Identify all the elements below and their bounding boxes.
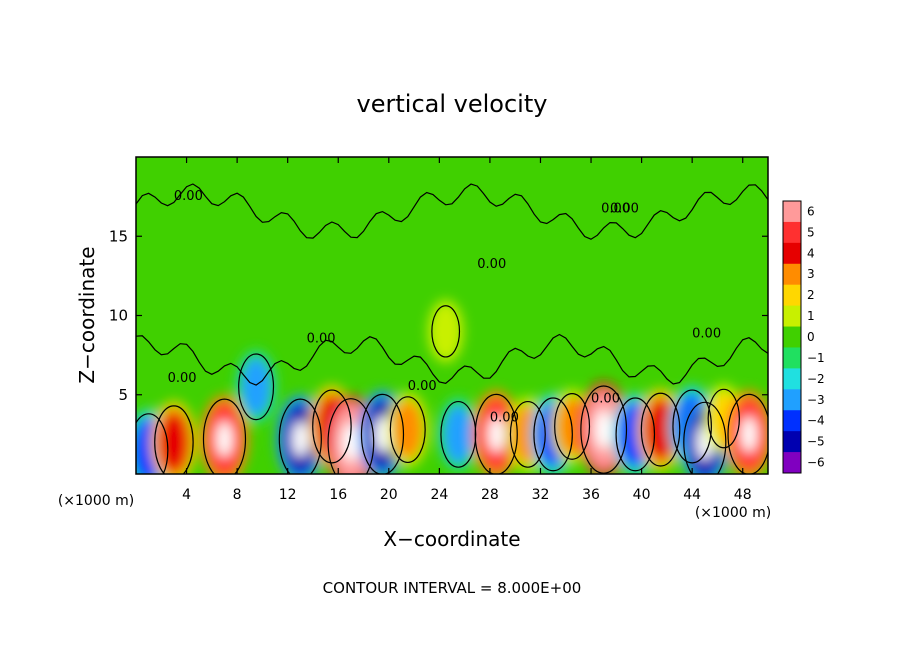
field-cell [434,308,458,355]
zero-contour [312,389,352,464]
zero-contour [707,388,740,449]
colorbar-swatch [783,326,801,348]
field-cell [241,357,271,417]
field-cell [392,400,423,460]
zero-contour [509,400,546,468]
colorbar-label: −5 [807,435,825,449]
field-cell-peak [216,421,233,458]
x-tick-label: 32 [532,487,550,503]
x-axis-label: X−coordinate [383,527,520,551]
colorbar-swatch [783,221,801,244]
colorbar: 6 5 4 3 2 1 0 −1 −2 −3 −4 −5 −6 [782,200,825,474]
zero-contour [136,413,169,474]
zero-contour-mid [136,333,768,386]
colorbar-frame [782,200,802,474]
colorbar-label: 1 [807,309,815,323]
zero-contour [238,353,275,421]
zero-contour [202,398,247,474]
field-cell [157,409,191,474]
y-tick-label: 5 [118,386,128,404]
colorbar-swatch [783,452,801,474]
zero-contour [533,397,573,472]
x-tick-label: 8 [233,487,242,503]
colorbar-swatch [783,410,801,432]
zero-contour [327,398,375,474]
x-tick-label: 44 [683,487,701,503]
colorbar-swatch [783,431,801,453]
chart-title: vertical velocity [357,90,548,118]
colorbar-label: 4 [807,246,815,260]
x-tick-label: 12 [279,487,297,503]
zero-contour [278,398,322,474]
contour-label: 0.00 [601,201,630,216]
zero-contour [672,389,712,464]
colorbar-swatch [783,347,801,369]
x-tick-label: 24 [430,487,448,503]
colorbar-label: 6 [807,204,815,218]
colorbar-label: 5 [807,225,815,239]
colorbar-swatch [783,201,801,223]
y-axis-label: Z−coordinate [75,246,99,383]
colorbar-swatch [783,305,801,328]
zero-contour [360,393,405,474]
contour-label: 0.00 [408,379,437,394]
zero-contour [640,392,681,467]
contour-label: 0.00 [490,411,519,426]
field-cell-peak [740,416,758,453]
colorbar-swatch [783,368,801,390]
colorbar-label: −4 [807,414,825,428]
field-cell [443,404,474,464]
zero-contour [154,405,194,474]
x-tick-label: 16 [329,487,347,503]
x-tick-label: 4 [182,487,191,503]
colorbar-label: −1 [807,351,825,365]
colorbar-swatch [783,263,801,286]
colorbar-label: 2 [807,288,815,302]
zero-contour [431,305,461,358]
field-cell-peak [488,416,505,453]
zero-contour [615,397,656,472]
colorbar-label: −2 [807,372,825,386]
contour-label: 0.00 [174,189,203,204]
contour-label: 0.00 [307,331,336,346]
zero-contour [474,393,518,474]
colorbar-label: 0 [807,330,815,344]
field-cell-peak [374,416,391,453]
field-cell-peak [594,410,613,450]
x-tick-label: 48 [734,487,752,503]
contour-label: 0.00 [610,201,639,216]
zero-contour-upper [136,183,768,240]
field-cell [644,396,677,463]
colorbar-label: −6 [807,456,825,470]
y-tick-label: 15 [109,227,128,245]
zero-contour [727,393,768,474]
x-unit-right: (×1000 m) [695,505,771,521]
field-cell-peak [342,422,360,462]
zero-contour [683,401,727,474]
x-tick-label: 28 [481,487,499,503]
colorbar-label: −3 [807,393,825,407]
colorbar-label: 3 [807,267,815,281]
plot-area [136,157,768,474]
zero-contour [554,393,591,460]
zero-contour [389,396,426,464]
x-unit-left: (×1000 m) [58,493,134,509]
contour-label: 0.00 [168,371,197,386]
field-cell-peak [292,421,309,458]
contour-label: 0.00 [591,392,620,407]
colorbar-swatch [783,284,801,307]
x-tick-label: 20 [380,487,398,503]
y-tick-label: 10 [109,307,128,325]
x-tick-label: 36 [582,487,600,503]
colorbar-swatch [783,389,801,411]
contour-label: 0.00 [692,327,721,342]
colorbar-swatch [783,242,801,265]
contour-interval-footer: CONTOUR INTERVAL = 8.000E+00 [323,579,582,597]
zero-contour [580,385,628,474]
contour-label: 0.00 [477,257,506,272]
x-tick-label: 40 [633,487,651,503]
